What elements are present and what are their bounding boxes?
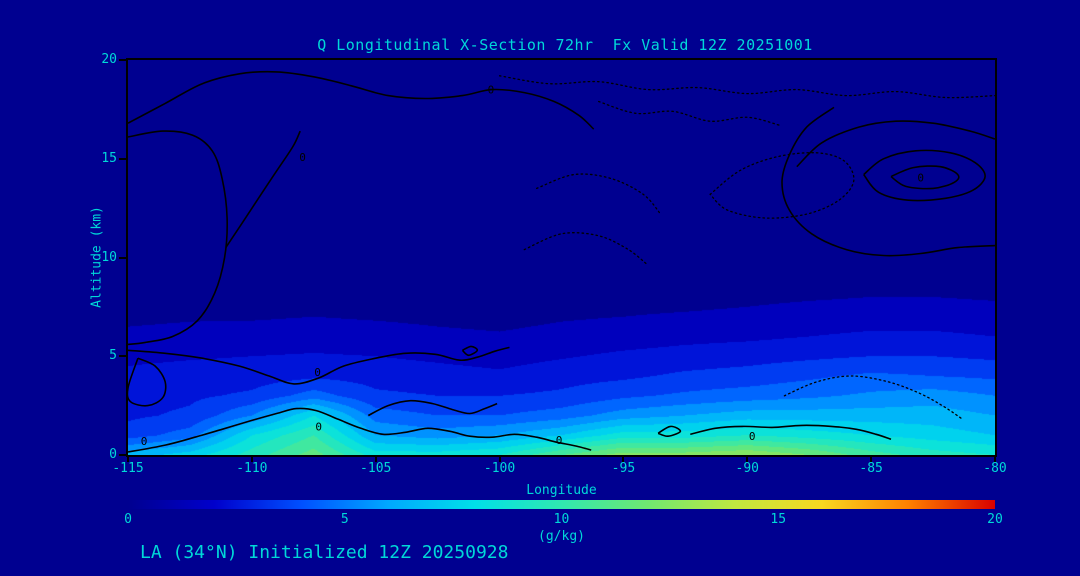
colorbar: [128, 500, 995, 509]
contour-line-dotted: [783, 375, 964, 421]
footer-annotation: LA (34°N) Initialized 12Z 20250928: [140, 542, 509, 563]
x-tick-label: -85: [859, 461, 883, 476]
contour-label: 0: [141, 435, 148, 448]
y-tick-label: 20: [101, 52, 117, 67]
y-tick-mark: [119, 157, 126, 160]
colorbar-tick-label: 20: [987, 512, 1003, 527]
x-tick-label: -110: [236, 461, 268, 476]
colorbar-units-label: (g/kg): [538, 529, 585, 544]
contour-line-solid: [890, 165, 960, 190]
colorbar-tick-label: 0: [124, 512, 132, 527]
x-tick-mark: [250, 457, 253, 462]
contour-line-solid: [461, 345, 479, 357]
contour-label: 0: [488, 84, 495, 97]
contour-line-dotted: [598, 100, 781, 126]
x-tick-label: -100: [483, 461, 516, 476]
contour-label: 0: [556, 434, 563, 447]
contour-line-dotted: [498, 75, 995, 99]
x-tick-mark: [374, 457, 377, 462]
y-tick-label: 0: [109, 447, 117, 462]
contour-label: 0: [917, 172, 924, 185]
contour-overlay: 0 0 0 0 0 0 0 0: [128, 70, 995, 453]
contour-line-dotted: [536, 173, 662, 215]
contour-label: 0: [299, 151, 306, 164]
x-tick-label: -95: [611, 461, 636, 476]
contour-line-dotted: [523, 232, 649, 267]
contour-line-solid: [796, 120, 995, 168]
x-tick-mark: [498, 457, 501, 462]
x-tick-label: -105: [360, 461, 392, 476]
x-axis-label: Longitude: [526, 483, 597, 498]
colorbar-tick-label: 15: [770, 512, 787, 527]
x-tick-mark: [994, 457, 996, 462]
contour-line-solid: [225, 130, 301, 249]
y-tick-mark: [119, 355, 126, 358]
contour-line-solid: [128, 130, 228, 346]
chart-title: Q Longitudinal X-Section 72hr Fx Valid 1…: [317, 36, 813, 54]
y-tick-mark: [119, 256, 126, 259]
contour-line-solid: [128, 357, 167, 407]
x-tick-label: -90: [735, 461, 760, 476]
y-tick-mark: [119, 59, 126, 61]
y-tick-label: 10: [101, 249, 117, 265]
y-tick-mark: [119, 454, 126, 456]
contour-line-solid: [128, 407, 592, 453]
y-tick-label: 5: [109, 348, 117, 364]
heatmap-canvas: [128, 60, 995, 455]
x-tick-label: -80: [983, 461, 1007, 476]
contour-line-solid: [690, 424, 892, 440]
x-tick-mark: [622, 457, 625, 462]
x-tick-mark: [870, 457, 873, 462]
contour-line-solid: [863, 149, 986, 202]
contour-line-solid: [781, 106, 995, 257]
contour-line-dotted: [709, 152, 855, 219]
colorbar-tick-label: 5: [340, 512, 349, 527]
x-tick-label: -115: [112, 461, 144, 476]
colorbar-tick-label: 10: [553, 512, 570, 527]
contour-label: 0: [315, 420, 322, 433]
x-tick-mark: [746, 457, 749, 462]
contour-line-solid: [367, 399, 498, 417]
plot-area: 0 0 0 0 0 0 0 0: [126, 58, 997, 457]
contour-line-solid: [657, 425, 682, 438]
contour-label: 0: [314, 366, 321, 379]
y-tick-label: 15: [101, 150, 117, 166]
contour-label: 0: [749, 430, 756, 443]
contour-line-solid: [128, 70, 595, 130]
x-tick-mark: [127, 457, 129, 462]
contour-line-solid: [128, 346, 510, 385]
